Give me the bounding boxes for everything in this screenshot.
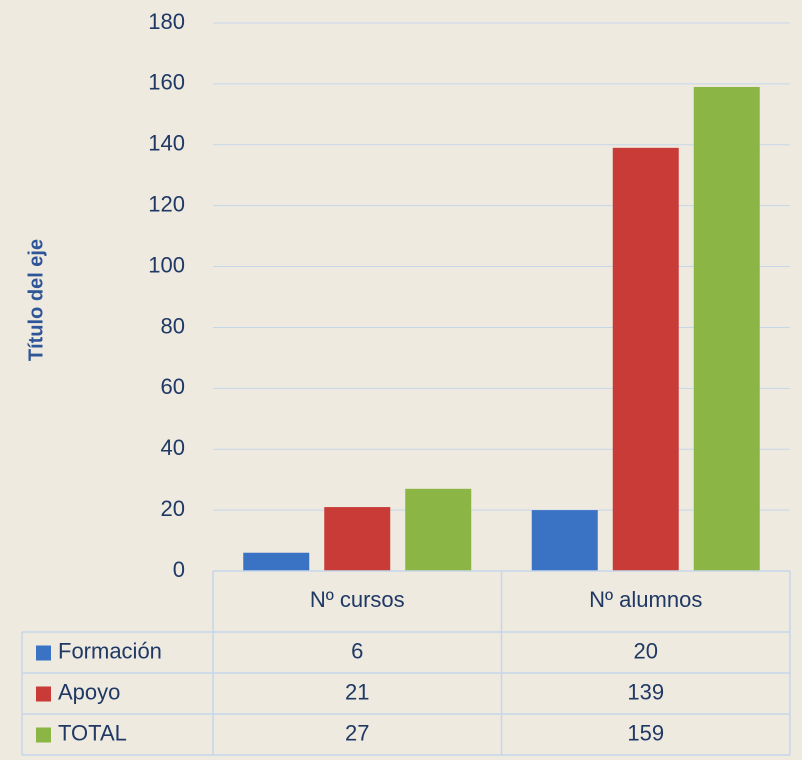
y-tick-label: 100 [148,252,185,277]
legend-label: Apoyo [58,679,120,704]
y-tick-label: 160 [148,70,185,95]
bar [531,510,598,571]
bar [243,552,310,571]
table-cell: 27 [345,720,369,745]
legend-swatch [36,645,51,661]
bar [324,507,391,571]
y-tick-label: 60 [161,374,185,399]
legend-label: TOTAL [58,720,127,745]
y-tick-label: 180 [148,9,185,34]
y-tick-label: 120 [148,191,185,216]
x-tick-label: Nº alumnos [589,587,702,612]
bar [405,488,472,571]
bar [693,86,760,571]
y-tick-label: 0 [173,557,185,582]
y-tick-label: 140 [148,131,185,156]
y-tick-label: 80 [161,313,185,338]
legend-swatch [36,727,51,743]
table-cell: 20 [634,638,658,663]
bar [612,147,679,572]
legend-swatch [36,686,51,702]
y-tick-label: 40 [161,435,185,460]
x-tick-label: Nº cursos [310,587,405,612]
table-cell: 139 [627,679,664,704]
y-tick-label: 20 [161,496,185,521]
table-cell: 21 [345,679,369,704]
y-axis-title: Título del eje [25,239,47,361]
legend-label: Formación [58,638,162,663]
table-cell: 6 [351,638,363,663]
table-cell: 159 [627,720,664,745]
